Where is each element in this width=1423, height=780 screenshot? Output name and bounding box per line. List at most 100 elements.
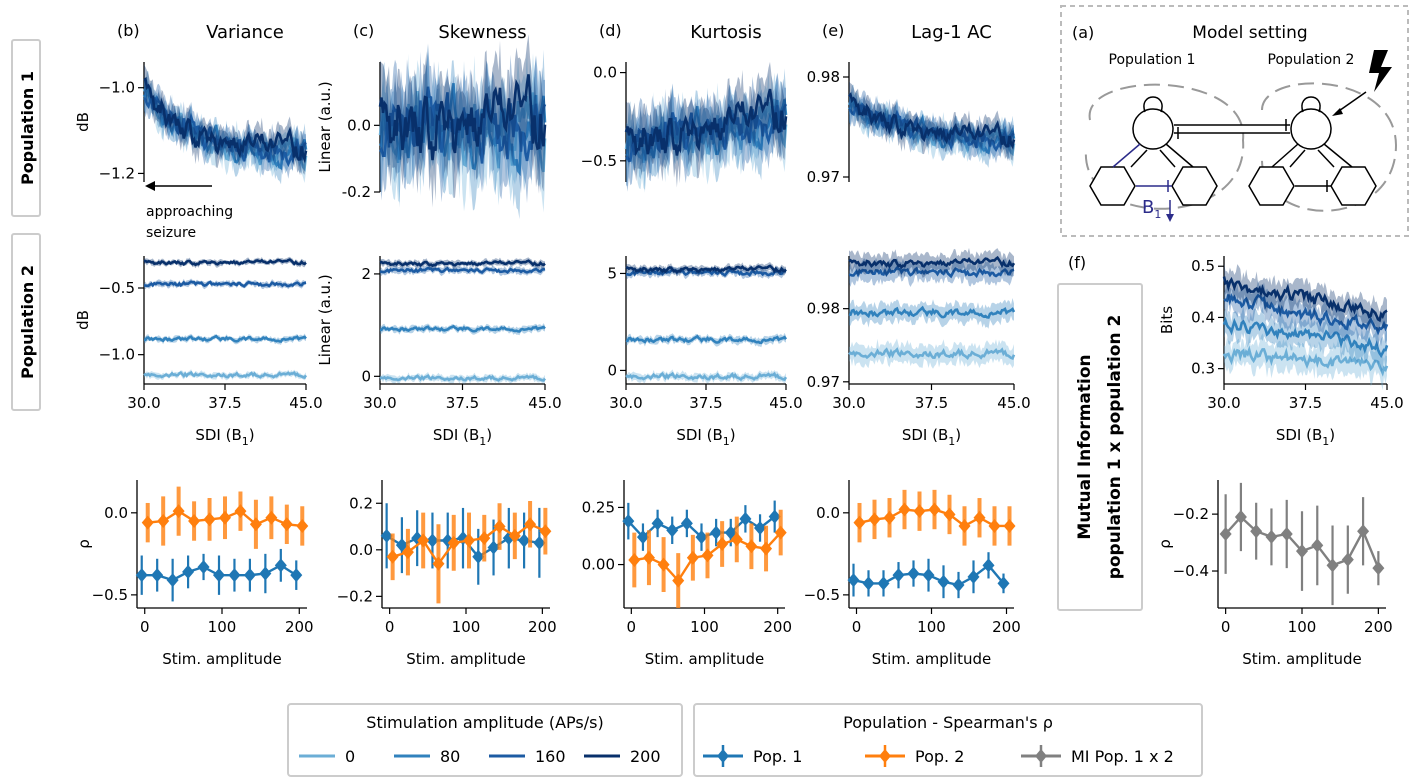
data-point — [249, 517, 262, 532]
x-tick-label: 0 — [385, 618, 395, 636]
data-point — [666, 523, 679, 538]
y-tick-label: 0.97 — [807, 168, 840, 186]
model-diagram: (a) Model setting Population 1 Populatio… — [1060, 5, 1409, 237]
y-tick-label: 0 — [607, 361, 617, 379]
data-point — [274, 558, 287, 573]
row-label-population-2: Population 2 — [11, 233, 41, 411]
x-tick-label: 100 — [690, 618, 719, 636]
mi-label-line2: population 1 x population 2 — [1105, 315, 1125, 580]
data-point — [157, 514, 170, 529]
x-tick-label: 0 — [1221, 618, 1231, 636]
panel-letter: (e) — [822, 21, 844, 40]
annotation-line1: approaching — [146, 204, 233, 220]
series-band-160 — [849, 90, 1014, 164]
pop1-pyramidal-node — [1132, 96, 1174, 150]
data-point — [290, 568, 303, 583]
legend-pop-marker — [717, 749, 729, 763]
y-tick-label: 0.00 — [582, 556, 615, 574]
legend-pop-marker — [1035, 749, 1047, 763]
legend-population-entries: Pop. 1 Pop. 2 MI Pop. 1 x 2 — [703, 745, 1174, 767]
series-line-80 — [1222, 316, 1389, 359]
x-tick-label: 45.0 — [1370, 394, 1403, 412]
data-point — [892, 568, 905, 583]
x-tick-label: 37.5 — [1289, 394, 1322, 412]
series-line-80 — [142, 85, 308, 171]
data-point — [280, 517, 293, 532]
series-line-200 — [624, 88, 788, 157]
x-axis-label: Stim. amplitude — [406, 650, 526, 668]
data-point — [197, 559, 210, 574]
panel-letter: (f) — [1068, 253, 1086, 272]
data-point — [401, 545, 414, 560]
y-tick-label: 0.25 — [582, 498, 615, 516]
model-pop1-label: Population 1 — [1109, 52, 1196, 68]
data-point — [754, 521, 767, 535]
y-axis-label: ρ — [1156, 539, 1174, 549]
row-label-pop2-text: Population 2 — [18, 265, 37, 379]
y-tick-label: −1.0 — [99, 79, 135, 97]
legend-pop-marker — [879, 749, 891, 763]
x-tick-label: 30.0 — [832, 394, 865, 412]
data-point — [234, 504, 247, 519]
data-point — [524, 517, 537, 532]
x-axis-label: Stim. amplitude — [1242, 650, 1362, 668]
x-axis-label: Stim. amplitude — [872, 650, 992, 668]
pop2-pyramidal-node — [1290, 96, 1332, 150]
x-axis-label: SDI (B1) — [1276, 426, 1335, 448]
x-tick-label: 200 — [763, 618, 792, 636]
data-point — [182, 564, 195, 579]
data-point — [760, 541, 773, 556]
y-axis-label: Linear (a.u.) — [316, 274, 334, 365]
model-pop2-label: Population 2 — [1268, 52, 1355, 68]
legend-population-title: Population - Spearman's ρ — [843, 713, 1053, 732]
series-line-200 — [848, 255, 1016, 270]
y-tick-label: −0.2 — [337, 587, 373, 605]
pop2-interneuron-left — [1248, 166, 1295, 206]
y-tick-label: −0.2 — [1173, 505, 1209, 523]
data-point — [1280, 527, 1293, 542]
x-axis-label: SDI (B1) — [195, 426, 254, 448]
data-point — [1250, 524, 1263, 539]
series-line-80 — [379, 324, 546, 333]
series-line-160 — [143, 280, 307, 288]
data-point — [426, 533, 439, 548]
data-point — [166, 573, 179, 588]
chart-e_pop1: 0.97 0.98 Lag-1 AC (e) — [807, 21, 1016, 186]
data-point — [730, 532, 743, 547]
chart-title: Lag-1 AC — [911, 22, 992, 43]
x-tick-label: 100 — [917, 618, 946, 636]
y-axis-label: dB — [74, 310, 92, 330]
series-band-160 — [380, 43, 545, 204]
x-tick-label: 37.5 — [689, 394, 722, 412]
data-point — [636, 530, 649, 545]
data-point — [478, 531, 491, 546]
panel-letter: (c) — [353, 21, 374, 40]
data-point — [487, 540, 500, 555]
data-point — [745, 539, 758, 554]
x-axis-label: SDI (B1) — [676, 426, 735, 448]
data-point — [380, 528, 393, 543]
chart-d_pop2: 0 5 30.0 37.5 45.0 SDI (B1) — [607, 256, 803, 448]
x-tick-label: 100 — [1288, 618, 1317, 636]
data-point — [188, 514, 201, 529]
series-line-0 — [379, 374, 547, 382]
data-point — [937, 574, 950, 589]
data-point — [1372, 561, 1385, 576]
data-point — [774, 525, 787, 540]
model-panel-letter: (a) — [1072, 23, 1094, 42]
x-tick-label: 200 — [1364, 618, 1393, 636]
x-tick-label: 200 — [992, 618, 1021, 636]
y-tick-label: −0.5 — [581, 152, 617, 170]
data-point — [417, 533, 430, 548]
series-line-80 — [378, 83, 547, 177]
data-point — [259, 566, 272, 581]
x-axis-label: Stim. amplitude — [162, 650, 282, 668]
data-point — [539, 524, 552, 539]
data-point — [203, 512, 216, 527]
y-tick-label: 2 — [361, 265, 371, 283]
chart-d_rho: 0.00 0.25 0 100 200 Stim. amplitude — [582, 480, 792, 668]
row-label-pop1-text: Population 1 — [18, 71, 37, 185]
data-point — [432, 556, 445, 571]
